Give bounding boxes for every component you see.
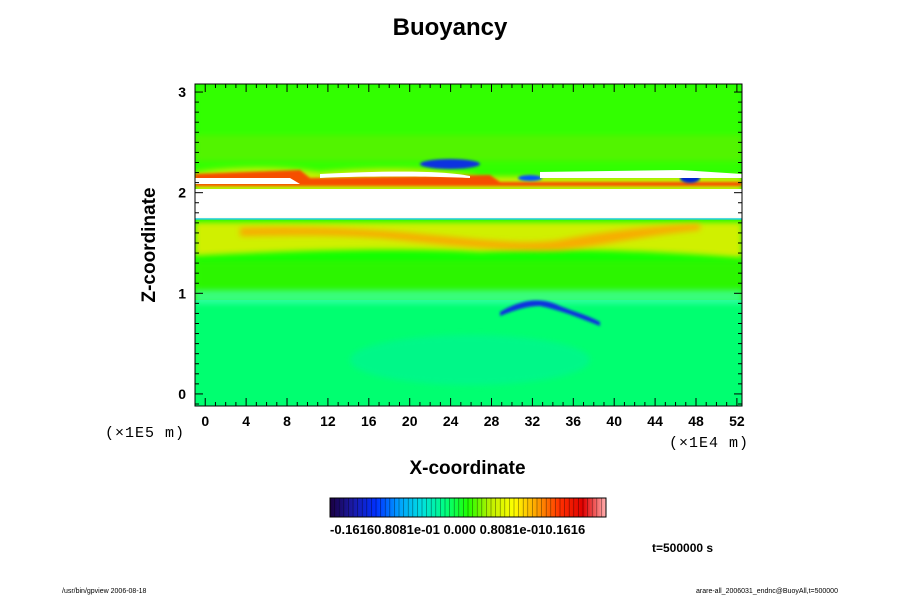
white-strip-left (195, 178, 300, 184)
plot-frame (194, 83, 743, 407)
x-tick-label: 24 (443, 413, 459, 429)
blue-wave-lower (500, 300, 600, 326)
x-axis-label: X-coordinate (409, 458, 526, 479)
x-tick-label: 28 (484, 413, 500, 429)
x-tick-label: 16 (361, 413, 377, 429)
x-axis: 0 4 8 12 16 20 24 28 32 36 40 44 48 52 (201, 84, 745, 429)
y-tick-label: 3 (178, 84, 186, 100)
y-tick-label: 1 (178, 285, 186, 301)
y-tick-label: 0 (178, 386, 186, 402)
plot-field (195, 84, 742, 406)
white-strip-right (540, 170, 742, 178)
x-tick-label: 20 (402, 413, 418, 429)
x-tick-label: 4 (242, 413, 250, 429)
chart-title: Buoyancy (392, 14, 508, 41)
x-tick-label: 40 (606, 413, 622, 429)
x-tick-label: 36 (566, 413, 582, 429)
x-tick-label: 8 (283, 413, 291, 429)
red-band-top (195, 170, 742, 186)
colorbar-frame (329, 497, 607, 518)
x-tick-label: 32 (525, 413, 541, 429)
x-unit-label: (×1E4 m) (669, 435, 750, 452)
colorbar-labels: -0.16160.8081e-01 0.000 0.8081e-010.1616 (330, 522, 586, 537)
blue-patch-3 (518, 175, 542, 181)
orange-band (240, 224, 700, 251)
white-strip-mid (320, 171, 470, 178)
masked-gap (195, 189, 742, 219)
x-tick-label: 0 (201, 413, 209, 429)
x-tick-label: 12 (320, 413, 336, 429)
y-tick-label: 2 (178, 185, 186, 201)
x-tick-label: 52 (729, 413, 745, 429)
footer-left: /usr/bin/gpview 2006-08-18 (62, 588, 147, 595)
x-tick-label: 44 (647, 413, 663, 429)
y-unit-label: (×1E5 m) (105, 425, 186, 442)
colorbar (329, 497, 607, 518)
cyan-band (195, 290, 742, 304)
x-tick-label: 48 (688, 413, 704, 429)
upper-band (195, 135, 742, 161)
footer-right: arare-all_2006031_endnc@BuoyAll,t=500000 (696, 588, 838, 595)
lower-patch (350, 335, 590, 385)
blue-patch-1 (420, 159, 480, 169)
time-label: t=500000 s (652, 541, 714, 555)
y-axis: 0 1 2 3 (178, 84, 742, 405)
